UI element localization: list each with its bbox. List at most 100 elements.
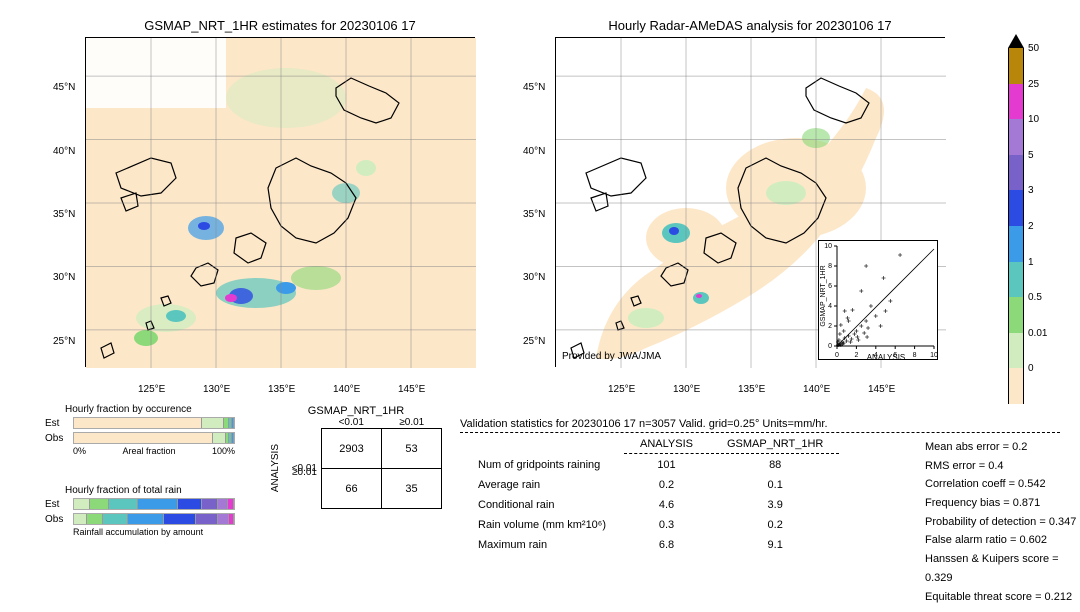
- bar-row-label: Est: [45, 499, 73, 510]
- hourly-occ-panel: Hourly fraction by occurence Est Obs 0% A…: [45, 404, 235, 456]
- val-a: 6.8: [624, 536, 709, 554]
- svg-text:ANALYSIS: ANALYSIS: [867, 353, 906, 361]
- ct-00: 2903: [322, 429, 382, 469]
- validation-title: Validation statistics for 20230106 17 n=…: [460, 418, 1060, 433]
- val-a: 101: [624, 456, 709, 474]
- bar-row: Obs: [45, 431, 235, 445]
- stat-item: Probability of detection = 0.347: [925, 513, 1080, 532]
- lon-tick: 145°E: [868, 384, 895, 395]
- svg-text:6: 6: [828, 283, 832, 290]
- colorbar: 50251053210.50.010: [1008, 34, 1024, 404]
- ct-01: 53: [382, 429, 442, 469]
- lon-tick: 140°E: [333, 384, 360, 395]
- stat-item: Correlation coeff = 0.542: [925, 475, 1080, 494]
- cb-seg: [1008, 333, 1024, 369]
- occ-axis-title: Areal fraction: [122, 446, 175, 456]
- left-map-panel: GSMAP_NRT_1HR estimates for 20230106 17: [85, 18, 475, 367]
- ct-col0: <0.01: [321, 417, 382, 428]
- bar-row-label: Est: [45, 418, 73, 429]
- lat-tick: 40°N: [523, 146, 545, 157]
- val-row-label: Average rain: [462, 476, 622, 494]
- occ-axis-right: 100%: [212, 446, 235, 456]
- bar-seg: [218, 514, 229, 524]
- stat-item: Hanssen & Kuipers score = 0.329: [925, 550, 1080, 587]
- stat-item: False alarm ratio = 0.602: [925, 531, 1080, 550]
- cb-seg: [1008, 48, 1024, 84]
- cb-seg: [1008, 119, 1024, 155]
- val-a: 4.6: [624, 496, 709, 514]
- val-b: 0.1: [711, 476, 839, 494]
- val-col-a: ANALYSIS: [624, 435, 709, 454]
- val-b: 3.9: [711, 496, 839, 514]
- stat-item: Equitable threat score = 0.212: [925, 588, 1080, 607]
- lat-tick: 30°N: [53, 272, 75, 283]
- lat-tick: 25°N: [53, 336, 75, 347]
- bar-seg: [103, 514, 129, 524]
- stat-item: Frequency bias = 0.871: [925, 494, 1080, 513]
- validation-table: ANALYSIS GSMAP_NRT_1HR Num of gridpoints…: [460, 433, 841, 556]
- cb-label: 25: [1028, 79, 1039, 90]
- cb-seg: [1008, 297, 1024, 333]
- cb-label: 0.01: [1028, 328, 1047, 339]
- lon-tick: 130°E: [203, 384, 230, 395]
- left-map-svg: [86, 38, 476, 368]
- right-map-title: Hourly Radar-AMeDAS analysis for 2023010…: [555, 18, 945, 33]
- cb-label: 0.5: [1028, 292, 1042, 303]
- val-row-label: Maximum rain: [462, 536, 622, 554]
- lat-tick: 25°N: [523, 336, 545, 347]
- bar-track: [73, 513, 235, 525]
- cb-seg: [1008, 190, 1024, 226]
- bar-track: [73, 432, 235, 444]
- cb-label: 3: [1028, 185, 1034, 196]
- bar-seg: [218, 499, 228, 509]
- lat-tick: 35°N: [523, 209, 545, 220]
- bar-row: Est: [45, 416, 235, 430]
- bar-seg: [232, 433, 234, 443]
- bar-seg: [138, 499, 178, 509]
- scatter-svg: 00224466881010ANALYSISGSMAP_NRT_1HR: [819, 241, 939, 361]
- bar-row-label: Obs: [45, 433, 73, 444]
- svg-text:8: 8: [913, 352, 917, 359]
- cb-over-triangle: [1008, 34, 1024, 48]
- lon-tick: 145°E: [398, 384, 425, 395]
- cb-label: 0: [1028, 363, 1034, 374]
- bar-seg: [74, 418, 202, 428]
- lon-tick: 130°E: [673, 384, 700, 395]
- bar-seg: [202, 418, 224, 428]
- right-map-plot: Provided by JWA/JMA 00224466881010ANALYS…: [555, 37, 945, 367]
- lon-tick: 140°E: [803, 384, 830, 395]
- stats-list: Mean abs error = 0.2RMS error = 0.4Corre…: [925, 438, 1080, 606]
- occ-axis-left: 0%: [73, 446, 86, 456]
- bar-seg: [178, 499, 202, 509]
- cb-label: 1: [1028, 257, 1034, 268]
- lon-tick: 125°E: [138, 384, 165, 395]
- bar-seg: [128, 514, 163, 524]
- left-map-title: GSMAP_NRT_1HR estimates for 20230106 17: [85, 18, 475, 33]
- bar-seg: [232, 418, 234, 428]
- bar-seg: [202, 499, 218, 509]
- svg-text:4: 4: [828, 303, 832, 310]
- hourly-total-subtitle: Rainfall accumulation by amount: [73, 527, 235, 537]
- svg-text:0: 0: [835, 352, 839, 359]
- bar-seg: [74, 514, 87, 524]
- cb-seg: [1008, 262, 1024, 298]
- bar-seg: [229, 514, 234, 524]
- ct-col1: ≥0.01: [382, 417, 443, 428]
- bar-seg: [109, 499, 138, 509]
- stat-item: RMS error = 0.4: [925, 457, 1080, 476]
- ct-10: 66: [322, 469, 382, 509]
- lat-tick: 30°N: [523, 272, 545, 283]
- bar-seg: [87, 514, 103, 524]
- hourly-occ-title: Hourly fraction by occurence: [65, 404, 235, 415]
- bar-track: [73, 498, 235, 510]
- stat-item: Mean abs error = 0.2: [925, 438, 1080, 457]
- val-b: 0.2: [711, 516, 839, 534]
- bar-track: [73, 417, 235, 429]
- left-map-plot: [85, 37, 475, 367]
- lon-tick: 135°E: [738, 384, 765, 395]
- bar-seg: [74, 499, 90, 509]
- right-map-panel: Hourly Radar-AMeDAS analysis for 2023010…: [555, 18, 945, 367]
- bar-seg: [213, 433, 226, 443]
- svg-text:2: 2: [828, 323, 832, 330]
- cb-seg: [1008, 368, 1024, 404]
